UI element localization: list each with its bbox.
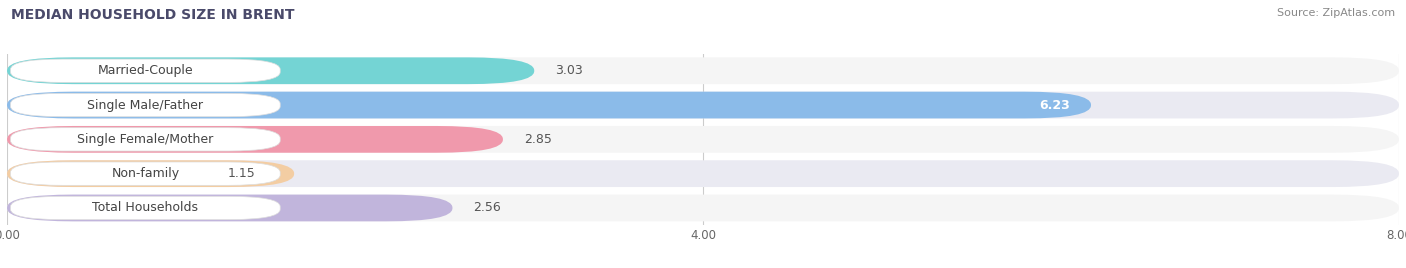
FancyBboxPatch shape [7, 92, 1399, 118]
FancyBboxPatch shape [7, 195, 453, 221]
Text: Non-family: Non-family [111, 167, 180, 180]
FancyBboxPatch shape [7, 126, 503, 153]
Text: 3.03: 3.03 [555, 64, 583, 77]
Text: Single Male/Father: Single Male/Father [87, 99, 204, 111]
FancyBboxPatch shape [7, 57, 534, 84]
FancyBboxPatch shape [7, 57, 1399, 84]
Text: Source: ZipAtlas.com: Source: ZipAtlas.com [1277, 8, 1395, 18]
FancyBboxPatch shape [10, 162, 280, 185]
Text: 2.56: 2.56 [474, 202, 501, 214]
FancyBboxPatch shape [10, 128, 280, 151]
FancyBboxPatch shape [10, 196, 280, 220]
FancyBboxPatch shape [7, 92, 1091, 118]
Text: 2.85: 2.85 [524, 133, 551, 146]
FancyBboxPatch shape [10, 93, 280, 117]
Text: 1.15: 1.15 [228, 167, 256, 180]
Text: Single Female/Mother: Single Female/Mother [77, 133, 214, 146]
FancyBboxPatch shape [7, 160, 1399, 187]
Text: Married-Couple: Married-Couple [97, 64, 193, 77]
FancyBboxPatch shape [7, 195, 1399, 221]
Text: MEDIAN HOUSEHOLD SIZE IN BRENT: MEDIAN HOUSEHOLD SIZE IN BRENT [11, 8, 295, 22]
Text: Total Households: Total Households [93, 202, 198, 214]
FancyBboxPatch shape [7, 160, 294, 187]
FancyBboxPatch shape [7, 126, 1399, 153]
FancyBboxPatch shape [10, 59, 280, 83]
Text: 6.23: 6.23 [1039, 99, 1070, 111]
